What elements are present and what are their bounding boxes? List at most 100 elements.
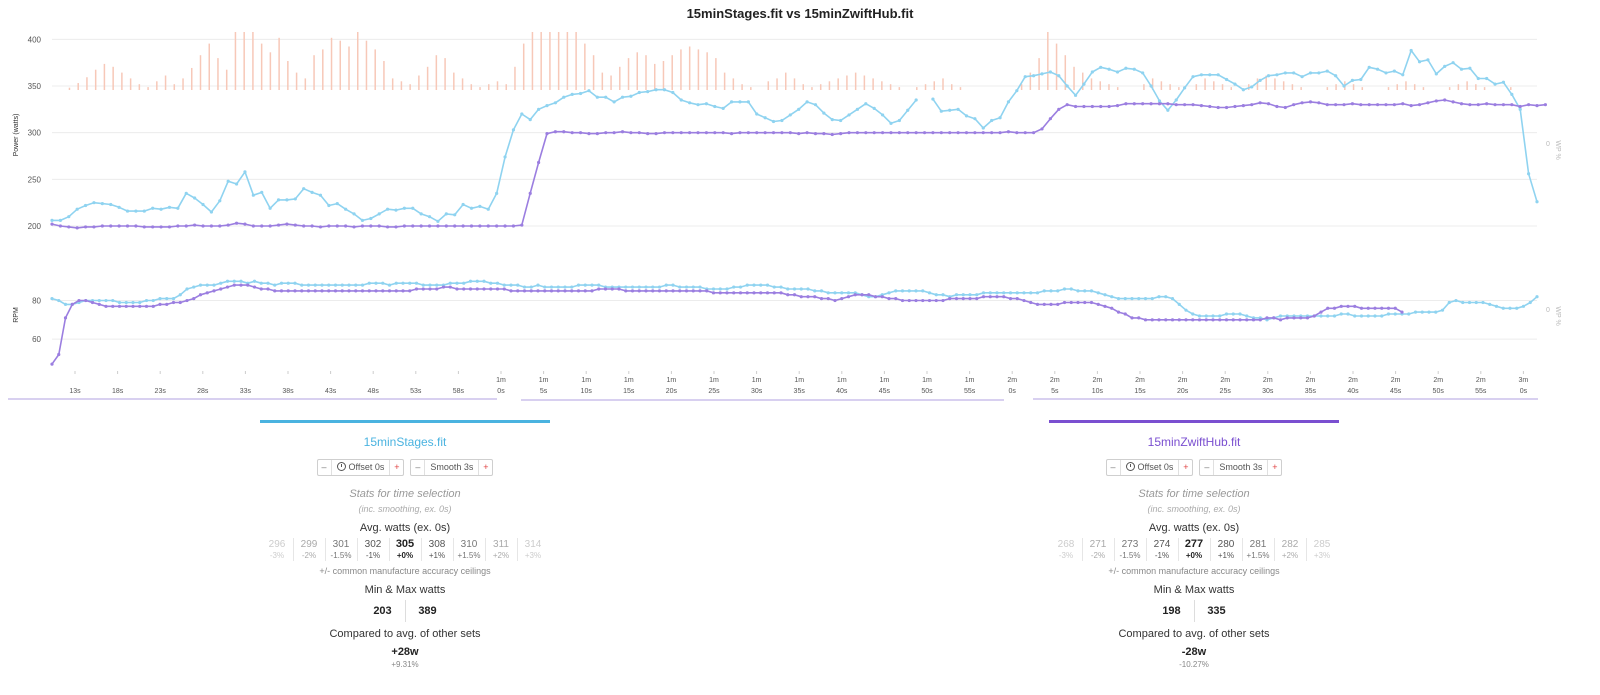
stages-data-point	[266, 281, 270, 285]
stages-data-point	[218, 199, 222, 203]
x-tick-label: 2m 15s	[1134, 377, 1146, 395]
zwift-data-point	[252, 285, 257, 289]
zwift-data-point	[576, 289, 581, 293]
stages-data-point	[1224, 77, 1229, 82]
zwift-data-point	[285, 222, 289, 226]
zwift-data-point	[1056, 302, 1060, 306]
zwift-data-point	[385, 225, 390, 229]
accuracy-cell: 296 -3%	[262, 538, 293, 561]
stages-data-point	[1130, 297, 1134, 301]
stages-data-point	[428, 283, 432, 287]
stages-data-point	[444, 212, 448, 216]
zwift-data-point	[306, 289, 311, 293]
stages-data-point	[293, 281, 297, 285]
x-tick-label: 1m 45s	[879, 377, 891, 395]
zwift-data-point	[151, 304, 155, 308]
stages-data-point	[1035, 291, 1040, 295]
stages-data-point	[381, 281, 385, 285]
zwift-data-point	[1174, 103, 1178, 107]
accuracy-cell: 280 +1%	[1209, 538, 1242, 561]
stages-data-point	[537, 107, 541, 111]
stats-subtitle: (inc. smoothing, ex. 0s)	[1147, 504, 1241, 514]
zwift-data-point	[75, 226, 79, 230]
stages-data-point	[752, 283, 756, 287]
stages-data-point	[788, 113, 792, 117]
stages-data-point	[1308, 71, 1313, 75]
zwift-data-point	[1459, 102, 1464, 106]
stages-data-point	[644, 285, 648, 289]
zwift-data-point	[705, 289, 709, 293]
stages-data-point	[975, 293, 979, 297]
stages-data-point	[1468, 66, 1472, 70]
stages-data-point	[1258, 78, 1262, 82]
zwift-data-point	[1233, 104, 1237, 109]
zwift-data-point	[797, 132, 801, 136]
smooth-decrease-button[interactable]: –	[1200, 460, 1215, 475]
zwift-data-point	[185, 298, 189, 303]
stages-data-point	[732, 285, 736, 289]
offset-decrease-button[interactable]: –	[318, 460, 332, 475]
zwift-data-point	[1107, 104, 1111, 109]
stages-data-point	[435, 283, 439, 287]
smooth-decrease-button[interactable]: –	[411, 460, 426, 475]
accuracy-percent: +3%	[1313, 551, 1331, 560]
offset-increase-button[interactable]: +	[1178, 460, 1192, 475]
zwift-data-point	[553, 130, 557, 134]
stages-data-point	[1184, 308, 1188, 312]
zwift-data-point	[678, 289, 682, 293]
stages-data-point	[1373, 314, 1377, 318]
stages-data-point	[394, 208, 398, 212]
stages-data-point	[50, 218, 54, 222]
zwift-data-point	[752, 291, 756, 295]
stages-data-point	[1048, 70, 1052, 74]
file-name: 15minZwiftHub.fit	[1147, 435, 1241, 449]
zwift-data-point	[302, 224, 306, 228]
stages-data-point	[729, 100, 734, 104]
smooth-increase-button[interactable]: +	[1267, 460, 1281, 475]
zwift-data-point	[243, 222, 247, 226]
stages-data-point	[528, 118, 532, 122]
smooth-increase-button[interactable]: +	[478, 460, 492, 475]
stages-data-point	[691, 285, 695, 289]
zwift-data-point	[1157, 318, 1161, 322]
max-watts: 335	[1193, 600, 1239, 622]
stages-data-point	[495, 281, 500, 285]
stages-data-point	[1334, 74, 1338, 78]
stages-data-point	[826, 291, 830, 295]
stages-data-point	[142, 209, 146, 213]
comparison-chart[interactable]: 200 250 300 350 400 Power (watts) 0 WP % 60 80 RPM…	[0, 0, 1600, 410]
zwift-data-point	[612, 131, 616, 135]
stages-data-point	[1090, 70, 1094, 74]
zwift-data-point	[478, 224, 482, 228]
stages-data-point	[209, 210, 214, 214]
file-name: 15minStages.fit	[363, 435, 447, 449]
zwift-data-point	[1359, 306, 1364, 310]
zwift-data-point	[176, 224, 180, 228]
zwift-data-point	[813, 295, 817, 299]
zwift-data-point	[344, 224, 348, 228]
stages-data-point	[219, 281, 223, 285]
zwift-data-point	[414, 287, 419, 291]
accuracy-value: 268	[1057, 539, 1075, 550]
stages-data-point	[813, 103, 818, 107]
offset-increase-button[interactable]: +	[389, 460, 403, 475]
stages-data-point	[684, 285, 689, 289]
stages-data-point	[1040, 72, 1044, 76]
accuracy-row: 268 -3% 271 -2% 273 -1.5% 274 -1% 277 +0% 280 +1% 28…	[1049, 538, 1339, 561]
file-color-bar	[260, 420, 550, 423]
zwift-data-point	[570, 131, 574, 135]
stages-data-point	[1434, 310, 1438, 314]
zwift-data-point	[914, 298, 918, 303]
stages-data-point	[83, 203, 88, 208]
stages-data-point	[1191, 75, 1195, 79]
stages-data-point	[1141, 71, 1145, 75]
zwift-data-point	[1141, 102, 1145, 106]
stages-data-point	[880, 113, 885, 117]
zwift-data-point	[1409, 104, 1413, 108]
x-tick-label: 2m 20s	[1177, 377, 1189, 395]
zwift-data-point	[475, 287, 479, 291]
accuracy-cell: 281 +1.5%	[1241, 538, 1274, 561]
zwift-data-point	[226, 223, 230, 227]
zwift-data-point	[1518, 104, 1522, 109]
offset-decrease-button[interactable]: –	[1107, 460, 1121, 475]
